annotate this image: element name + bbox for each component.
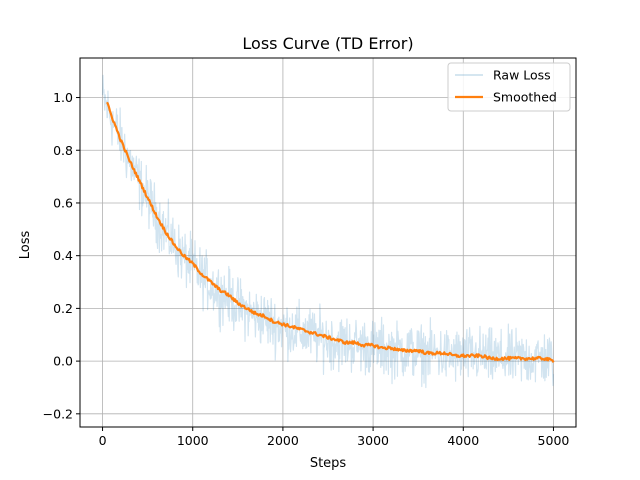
raw-loss-line [101, 74, 555, 389]
y-tick-label: 0.4 [53, 248, 73, 263]
ticks: 0 1000 2000 3000 4000 5000 −0.2 0.0 0.2 0.4 0.6 0.8… [43, 90, 570, 448]
y-tick-label: 0.8 [53, 143, 73, 158]
y-tick-label: 0.0 [53, 354, 73, 369]
x-axis-label: Steps [310, 456, 347, 471]
plot-frame [79, 57, 577, 428]
legend-box [447, 62, 571, 112]
y-axis-label: Loss [18, 231, 33, 260]
legend-smoothed-label: Smoothed [493, 90, 557, 105]
chart-title: Loss Curve (TD Error) [242, 34, 413, 53]
x-tick-label: 3000 [357, 433, 389, 448]
legend: Raw Loss Smoothed [447, 62, 571, 112]
x-tick-label: 1000 [177, 433, 209, 448]
y-tick-label: 0.6 [53, 195, 73, 210]
x-tick-label: 4000 [447, 433, 479, 448]
x-tick-label: 5000 [538, 433, 570, 448]
grid [80, 58, 576, 427]
x-tick-label: 0 [99, 433, 107, 448]
smoothed-line [106, 101, 555, 363]
y-tick-label: −0.2 [43, 406, 73, 421]
series-layer [101, 74, 555, 389]
y-tick-label: 0.2 [53, 301, 73, 316]
legend-raw-loss-label: Raw Loss [493, 68, 551, 83]
y-tick-label: 1.0 [53, 90, 73, 105]
x-tick-label: 2000 [267, 433, 299, 448]
